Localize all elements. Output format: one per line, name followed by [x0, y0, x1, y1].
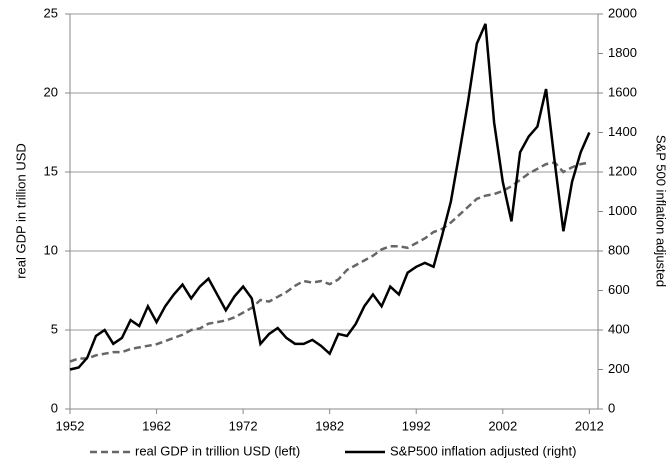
data-line [69, 23, 591, 371]
data-line [69, 161, 590, 363]
x-tick-label: 2012 [575, 418, 604, 433]
y2-tick-label: 1600 [608, 84, 637, 99]
y2-tick-label: 200 [608, 361, 630, 376]
legend-label: real GDP in trillion USD (left) [135, 443, 300, 458]
y2-tick-label: 1800 [608, 45, 637, 60]
y2-tick-label: 400 [608, 321, 630, 336]
y2-tick-label: 2000 [608, 5, 637, 20]
y-tick-label: 5 [51, 321, 58, 336]
y-tick-label: 0 [51, 400, 58, 415]
x-tick-label: 2002 [488, 418, 517, 433]
y2-tick-label: 600 [608, 282, 630, 297]
x-tick-label: 1952 [56, 418, 85, 433]
y2-axis-label: S&P 500 inflation adjusted [654, 135, 669, 287]
legend-label: S&P500 inflation adjusted (right) [390, 443, 576, 458]
y-tick-label: 25 [44, 5, 58, 20]
y2-tick-label: 800 [608, 242, 630, 257]
y-axis-label: real GDP in trillion USD [13, 143, 28, 279]
y2-tick-label: 0 [608, 400, 615, 415]
y-tick-label: 20 [44, 84, 58, 99]
x-tick-label: 1992 [402, 418, 431, 433]
x-tick-label: 1962 [142, 418, 171, 433]
y-tick-label: 15 [44, 163, 58, 178]
y2-tick-label: 1200 [608, 163, 637, 178]
x-tick-label: 1972 [229, 418, 258, 433]
y-tick-label: 10 [44, 242, 58, 257]
y2-tick-label: 1400 [608, 124, 637, 139]
y2-tick-label: 1000 [608, 203, 637, 218]
x-tick-label: 1982 [315, 418, 344, 433]
